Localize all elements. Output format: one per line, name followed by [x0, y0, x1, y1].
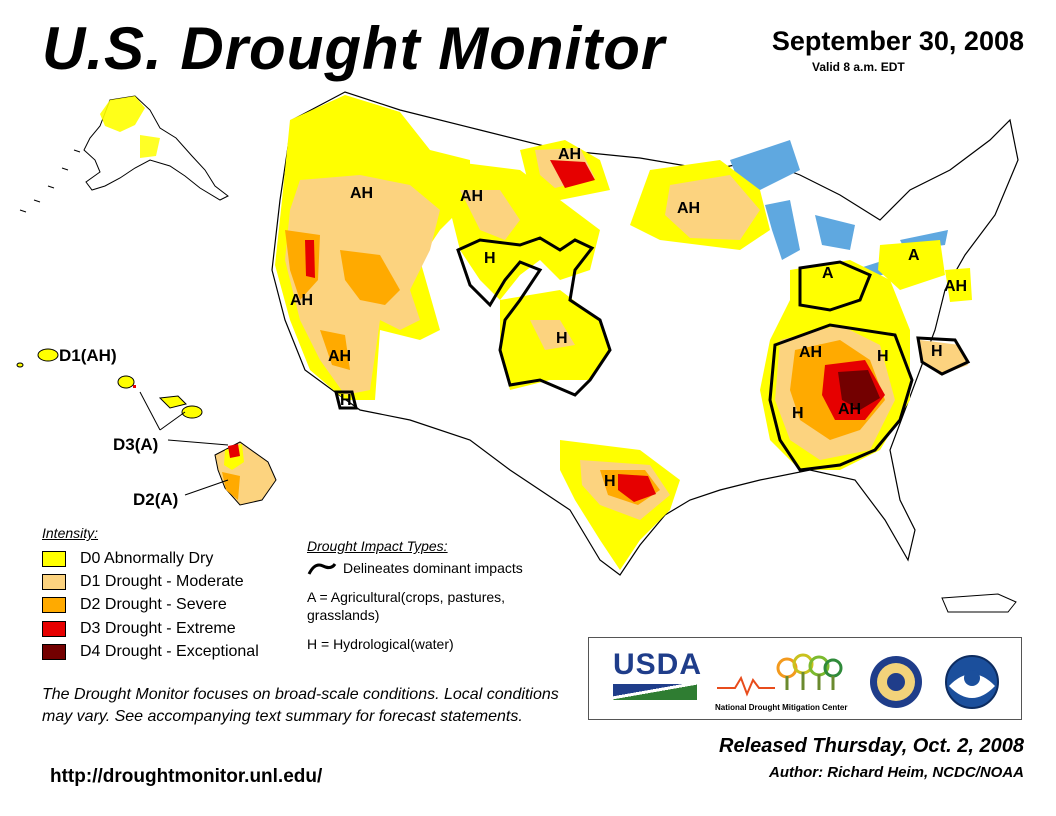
valid-time: Valid 8 a.m. EDT — [812, 60, 905, 74]
logo-panel: USDA National Drought Mitigation Center — [588, 637, 1022, 720]
region-label: AH — [328, 348, 351, 365]
region-labels: AH AH AH AH AH AH AH AH H H H H H H H A … — [290, 146, 967, 490]
region-label: AH — [944, 278, 967, 295]
legend-item: D0 Abnormally Dry — [42, 549, 213, 569]
legend-heading: Intensity: — [42, 525, 99, 541]
legend-label: D1 Drought - Moderate — [80, 573, 244, 590]
region-label: H — [931, 343, 943, 360]
impact-line-icon — [307, 563, 337, 575]
commerce-seal-icon — [870, 656, 922, 708]
hawaii — [16, 348, 277, 506]
legend-swatch — [42, 621, 66, 637]
impact-line-legend: Delineates dominant impacts — [307, 560, 847, 576]
disclaimer: The Drought Monitor focuses on broad-sca… — [42, 686, 559, 725]
region-label: H — [340, 392, 352, 409]
impact-agricultural: A = Agricultural(crops, pastures, grassl… — [307, 589, 506, 623]
legend-item: D1 Drought - Moderate — [42, 572, 244, 592]
alaska — [19, 95, 229, 213]
hawaii-label: D2(A) — [133, 490, 178, 509]
legend-swatch — [42, 644, 66, 660]
legend-item: D4 Drought - Exceptional — [42, 642, 259, 662]
map-date: September 30, 2008 — [771, 26, 1024, 56]
impact-hydrological: H = Hydrological(water) — [307, 636, 454, 652]
legend-swatch — [42, 574, 66, 590]
ndmc-logo: National Drought Mitigation Center — [715, 650, 848, 714]
hawaii-label: D1(AH) — [59, 346, 117, 365]
legend-label: D2 Drought - Severe — [80, 596, 227, 613]
page-title: U.S. Drought Monitor — [42, 15, 666, 82]
drought-shading — [275, 95, 972, 570]
hawaii-label: D3(A) — [113, 435, 158, 454]
ndmc-logo-text: National Drought Mitigation Center — [715, 703, 848, 712]
author: Author: Richard Heim, NCDC/NOAA — [768, 764, 1024, 781]
impact-line-text: Delineates dominant impacts — [343, 560, 523, 576]
ndmc-tree-icon — [717, 653, 843, 697]
usda-logo-text: USDA — [613, 648, 703, 681]
region-label: AH — [799, 344, 822, 361]
region-label: AH — [558, 146, 581, 163]
legend-swatch — [42, 551, 66, 567]
legend-swatch — [42, 597, 66, 613]
region-label: AH — [350, 185, 373, 202]
noaa-logo-icon — [945, 655, 999, 709]
region-label: AH — [290, 292, 313, 309]
website-link[interactable]: http://droughtmonitor.unl.edu/ — [50, 766, 323, 787]
legend-label: D3 Drought - Extreme — [80, 620, 236, 637]
region-label: AH — [838, 401, 861, 418]
region-label: AH — [677, 200, 700, 217]
region-label: AH — [460, 188, 483, 205]
region-label: A — [822, 265, 834, 282]
impact-heading: Drought Impact Types: — [307, 538, 448, 554]
region-label: H — [484, 250, 496, 267]
impact-outlines — [334, 236, 971, 472]
usda-logo: USDA — [613, 648, 703, 700]
legend-item: D3 Drought - Extreme — [42, 619, 236, 639]
region-label: H — [792, 405, 804, 422]
region-label: H — [604, 473, 616, 490]
region-label: A — [908, 247, 920, 264]
region-label: H — [877, 348, 889, 365]
legend-label: D0 Abnormally Dry — [80, 550, 214, 567]
release-date: Released Thursday, Oct. 2, 2008 — [719, 735, 1024, 757]
legend-label: D4 Drought - Exceptional — [80, 643, 259, 660]
region-label: H — [556, 330, 568, 347]
puerto-rico — [941, 593, 1017, 613]
legend-item: D2 Drought - Severe — [42, 595, 227, 615]
